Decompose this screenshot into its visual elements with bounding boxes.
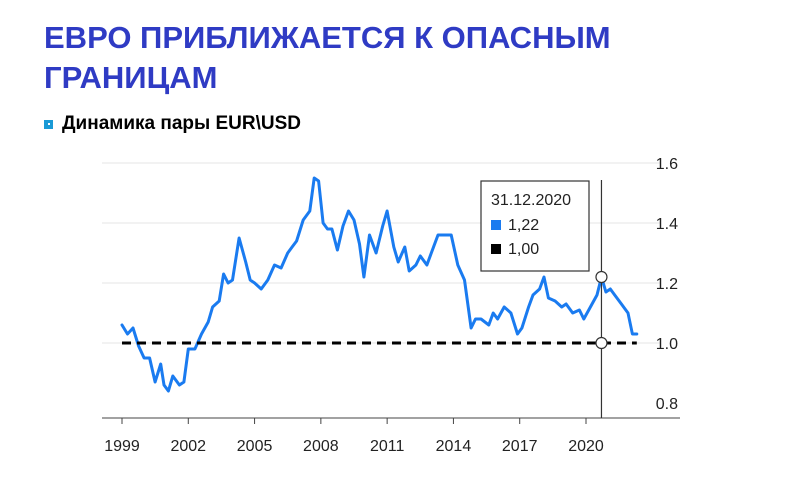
x-tick-label: 2020	[568, 438, 604, 455]
tooltip[interactable]: 31.12.2020 1,22 1,00	[480, 180, 608, 418]
series-lines	[120, 176, 639, 393]
tooltip-series-swatch	[491, 220, 501, 230]
chart-subtitle: Динамика пары EUR\USD	[62, 113, 302, 134]
x-axis: 1999 2002 2005 2008 2011 2014 2017 2020	[102, 417, 680, 455]
square-icon	[44, 119, 53, 129]
tooltip-series-value: 1,22	[508, 217, 539, 234]
y-tick-label: 1.2	[656, 276, 678, 293]
tooltip-date: 31.12.2020	[491, 192, 571, 209]
tooltip-reference-swatch	[491, 244, 501, 254]
legend: Динамика пары EUR\USD	[44, 113, 301, 135]
chart-title: ЕВРО ПРИБЛИЖАЕТСЯ К ОПАСНЫМ ГРАНИЦАМ	[44, 20, 611, 95]
eurusd-point-marker	[595, 270, 608, 284]
y-tick-label: 1.4	[656, 216, 678, 233]
x-tick-label: 2014	[436, 438, 472, 455]
eurusd-line	[120, 176, 639, 393]
x-tick-label: 2002	[170, 438, 206, 455]
x-tick-label: 2005	[237, 438, 273, 455]
y-tick-label: 0.8	[656, 396, 678, 413]
tooltip-reference-value: 1,00	[508, 241, 539, 258]
reference-point-marker	[595, 336, 608, 350]
x-tick-label: 2017	[502, 438, 538, 455]
x-tick-label: 2008	[303, 438, 339, 455]
y-tick-label: 1.0	[656, 336, 678, 353]
x-tick-label: 2011	[370, 438, 405, 455]
y-axis: 1.6 1.4 1.2 1.0 0.8	[656, 156, 678, 413]
y-tick-label: 1.6	[656, 156, 678, 173]
x-tick-label: 1999	[104, 438, 140, 455]
